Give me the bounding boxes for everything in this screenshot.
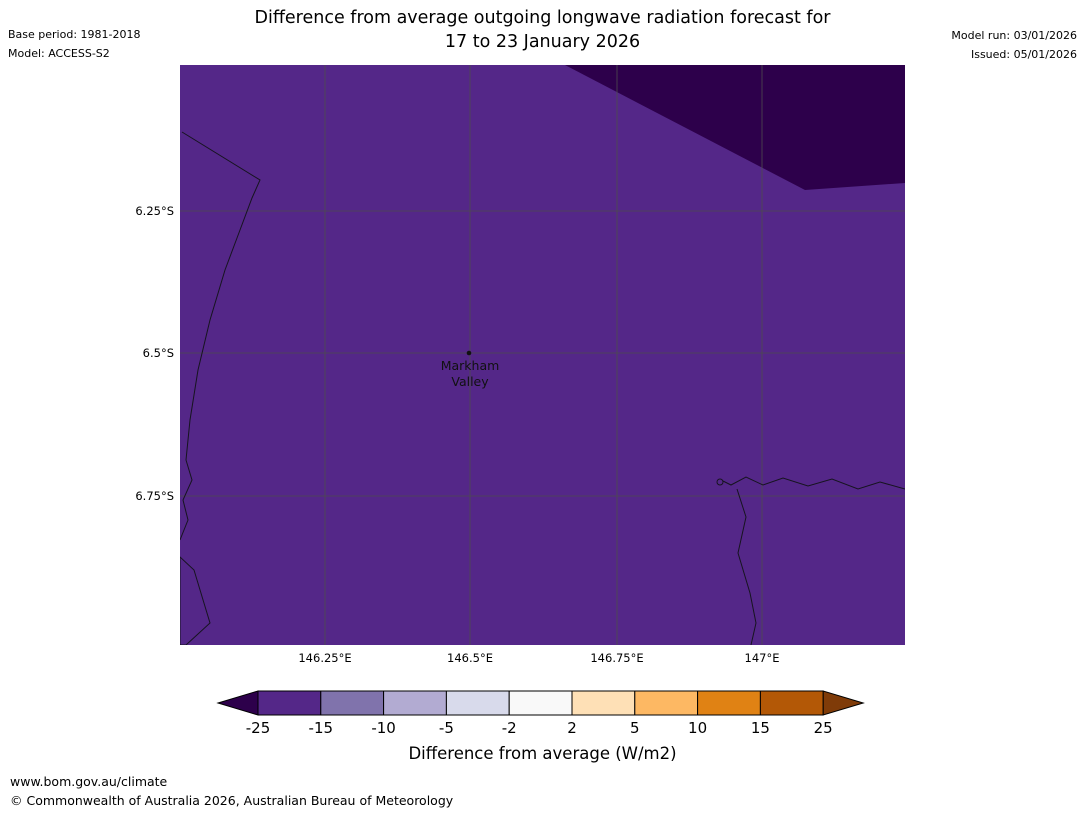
footer-copyright: © Commonwealth of Australia 2026, Austra… bbox=[10, 793, 454, 808]
colorbar-right-arrow bbox=[822, 690, 865, 716]
colorbar-segment bbox=[508, 690, 573, 716]
colorbar-segment bbox=[571, 690, 636, 716]
coastline bbox=[180, 131, 905, 645]
colorbar-tick-label: 2 bbox=[567, 719, 577, 737]
y-tick-label: 6.75°S bbox=[135, 489, 174, 503]
marker-dot bbox=[466, 350, 472, 356]
model-run-text: Model run: 03/01/2026 bbox=[951, 29, 1077, 42]
model-text: Model: ACCESS-S2 bbox=[8, 47, 110, 60]
x-tick-label: 146.25°E bbox=[298, 651, 352, 665]
colorbar-tick-label: -25 bbox=[246, 719, 271, 737]
map-light-patch bbox=[180, 556, 211, 645]
colorbar-tick-label: -15 bbox=[309, 719, 334, 737]
map-canvas: Markham Valley bbox=[180, 65, 905, 645]
map-svg: Markham Valley bbox=[180, 65, 905, 645]
map-dark-region bbox=[565, 65, 905, 190]
base-period-text: Base period: 1981-2018 bbox=[8, 28, 141, 41]
footer-url: www.bom.gov.au/climate bbox=[10, 774, 168, 789]
colorbar-tick-label: 25 bbox=[814, 719, 833, 737]
marker-label-line2: Valley bbox=[451, 374, 489, 389]
colorbar-segment bbox=[759, 690, 824, 716]
colorbar-tick-label: -5 bbox=[439, 719, 454, 737]
page-title: Difference from average outgoing longwav… bbox=[0, 6, 1085, 54]
y-tick-label: 6.25°S bbox=[135, 204, 174, 218]
colorbar-tick-label: -10 bbox=[371, 719, 396, 737]
colorbar-tick-label: 5 bbox=[630, 719, 640, 737]
colorbar-svg: -25 -15 -10 -5 -2 2 5 10 15 25 bbox=[216, 690, 865, 737]
colorbar: -25 -15 -10 -5 -2 2 5 10 15 25 bbox=[205, 690, 875, 740]
run-info-left: Base period: 1981-2018 Model: ACCESS-S2 bbox=[8, 25, 140, 63]
colorbar-segment bbox=[320, 690, 385, 716]
colorbar-left-arrow bbox=[216, 690, 259, 716]
colorbar-tick-label: 10 bbox=[688, 719, 707, 737]
colorbar-segment bbox=[634, 690, 699, 716]
x-tick-label: 146.75°E bbox=[590, 651, 644, 665]
colorbar-label: Difference from average (W/m2) bbox=[408, 744, 677, 763]
colorbar-segment bbox=[697, 690, 761, 716]
title-line2: 17 to 23 January 2026 bbox=[444, 32, 641, 52]
issued-text: Issued: 05/01/2026 bbox=[970, 48, 1077, 61]
colorbar-tick-label: 15 bbox=[751, 719, 770, 737]
colorbar-segment bbox=[445, 690, 510, 716]
colorbar-segment bbox=[383, 690, 447, 716]
y-tick-label: 6.5°S bbox=[142, 346, 174, 360]
x-tick-label: 146.5°E bbox=[447, 651, 493, 665]
x-tick-label: 147°E bbox=[744, 651, 780, 665]
colorbar-tick-label: -2 bbox=[502, 719, 517, 737]
title-line1: Difference from average outgoing longwav… bbox=[254, 8, 831, 28]
colorbar-segment bbox=[257, 690, 322, 716]
run-info-right: Model run: 03/01/2026 Issued: 05/01/2026 bbox=[951, 26, 1077, 64]
marker-label-line1: Markham bbox=[441, 358, 500, 373]
